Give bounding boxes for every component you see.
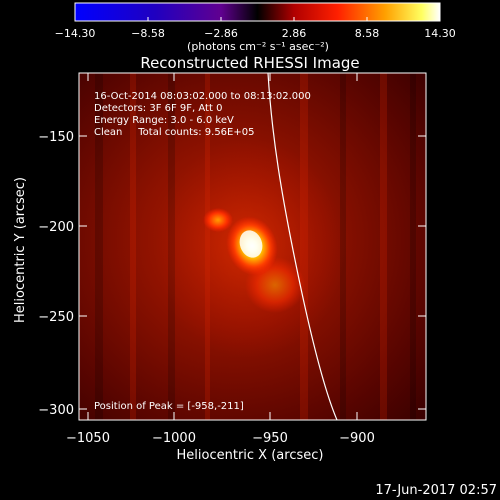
y-tick-label: −150 <box>38 130 74 145</box>
x-tick-label: −1000 <box>152 431 196 446</box>
x-axis-label: Heliocentric X (arcsec) <box>177 448 324 463</box>
colorbar-ticks <box>74 17 441 21</box>
x-tick-label: −1050 <box>66 431 110 446</box>
plot-title: Reconstructed RHESSI Image <box>140 54 359 72</box>
secondary-source <box>203 208 233 232</box>
info-energy-range: Energy Range: 3.0 - 6.0 keV <box>94 115 234 126</box>
y-axis-ticks <box>79 135 426 410</box>
colorbar-tick-label: −2.86 <box>204 27 238 40</box>
colorbar <box>74 2 441 22</box>
colorbar-tick-label: 8.58 <box>355 27 380 40</box>
colorbar-tick-label: 14.30 <box>424 27 456 40</box>
footer-timestamp: 17-Jun-2017 02:57 <box>375 483 497 498</box>
colorbar-tick-label: −14.30 <box>55 27 96 40</box>
peak-position: Position of Peak = [-958,-211] <box>94 401 244 412</box>
info-detectors: Detectors: 3F 6F 9F, Att 0 <box>94 103 222 114</box>
info-total-counts: Clean Total counts: 9.56E+05 <box>94 127 254 138</box>
solar-limb <box>267 73 338 420</box>
colorbar-units: (photons cm⁻² s⁻¹ asec⁻²) <box>187 40 329 53</box>
y-tick-label: −200 <box>38 220 74 235</box>
x-tick-label: −950 <box>252 431 288 446</box>
colorbar-tick-label: 2.86 <box>282 27 307 40</box>
y-tick-label: −300 <box>38 403 74 418</box>
x-tick-label: −900 <box>339 431 375 446</box>
rhessi-image <box>79 73 426 420</box>
info-time-range: 16-Oct-2014 08:03:02.000 to 08:13:02.000 <box>94 91 311 102</box>
colorbar-tick-label: −8.58 <box>131 27 165 40</box>
y-tick-label: −250 <box>38 310 74 325</box>
x-axis-ticks <box>87 73 358 420</box>
plot-frame <box>78 72 427 421</box>
y-axis-label: Heliocentric Y (arcsec) <box>13 177 28 323</box>
